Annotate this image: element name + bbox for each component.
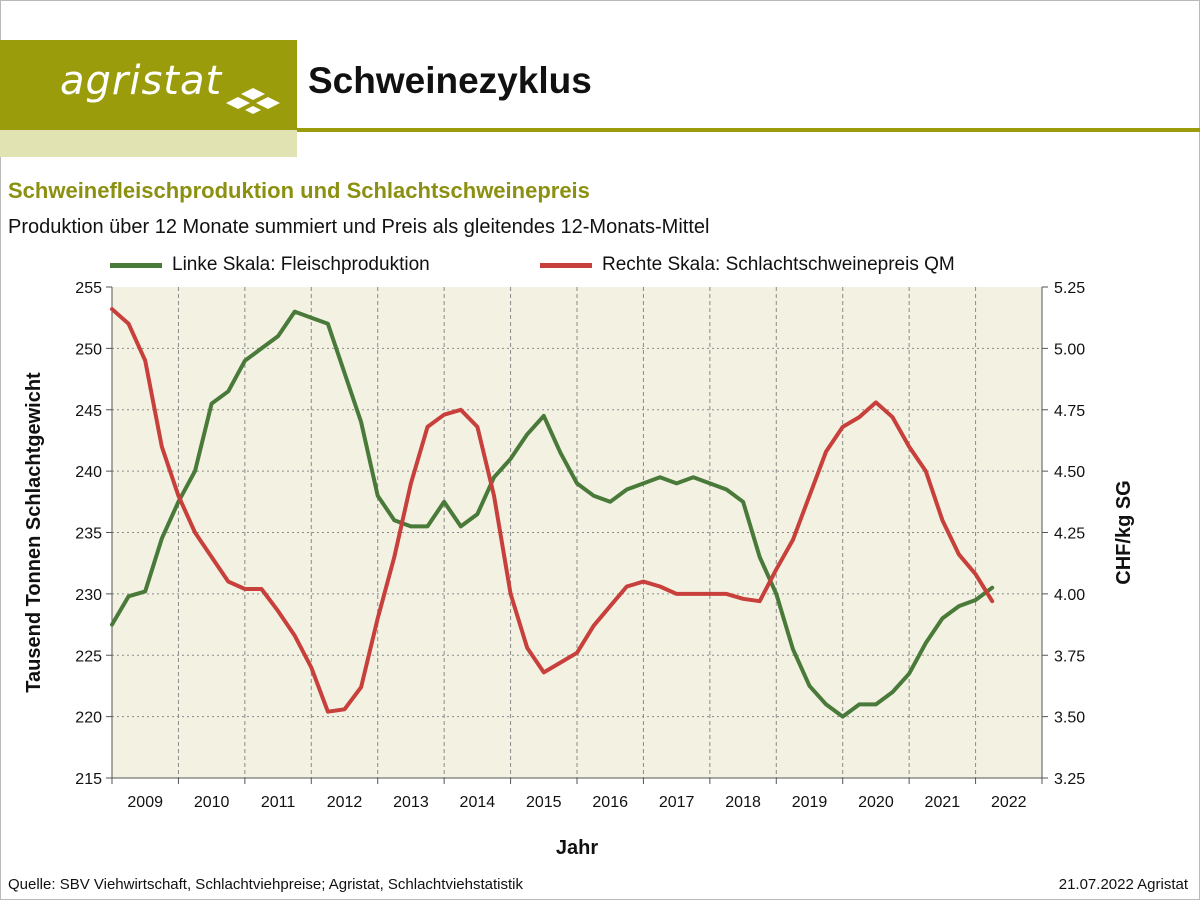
x-tick-label: 2016 xyxy=(592,794,628,811)
source-note: Quelle: SBV Viehwirtschaft, Schlachtvieh… xyxy=(8,876,523,893)
diamond-logo-icon xyxy=(226,88,280,114)
series-line-price xyxy=(110,307,995,714)
legend-swatch-production xyxy=(110,262,162,268)
x-tick-label: 2015 xyxy=(526,794,562,811)
x-tick-label: 2022 xyxy=(991,794,1027,811)
y-tick-label: 250 xyxy=(75,341,102,358)
legend-item-price: Rechte Skala: Schlachtschweinepreis QM xyxy=(540,254,955,276)
y-tick-label: 215 xyxy=(75,771,102,788)
x-tick-label: 2012 xyxy=(327,794,363,811)
x-tick-label: 2011 xyxy=(261,794,296,811)
y2-tick-label: 4.00 xyxy=(1054,587,1085,604)
y-tick-label: 240 xyxy=(75,464,102,481)
y2-axis-title: CHF/kg SG xyxy=(1113,480,1135,584)
series-lines xyxy=(110,307,995,719)
x-tick-label: 2019 xyxy=(792,794,828,811)
x-tick-label: 2013 xyxy=(393,794,429,811)
y2-tick-label: 5.00 xyxy=(1054,341,1085,358)
y-tick-label: 255 xyxy=(75,280,102,297)
date-note: 21.07.2022 Agristat xyxy=(1058,876,1188,893)
tick-labels: 215 220 225 230 235 240 245 250 255 3.25 3.50 3.75 4… xyxy=(75,280,1085,811)
legend-label-production: Linke Skala: Fleischproduktion xyxy=(172,254,430,275)
y2-tick-label: 4.75 xyxy=(1054,403,1085,420)
chart-title: Schweinefleischproduktion und Schlachtsc… xyxy=(8,178,590,203)
axes xyxy=(106,286,1048,784)
y-tick-label: 230 xyxy=(75,587,102,604)
y2-tick-label: 5.25 xyxy=(1054,280,1085,297)
y-axis-title: Tausend Tonnen Schlachtgewicht xyxy=(23,372,45,693)
y2-tick-label: 3.75 xyxy=(1054,648,1085,665)
y-tick-label: 225 xyxy=(75,648,102,665)
x-tick-label: 2021 xyxy=(925,794,961,811)
y2-tick-label: 4.25 xyxy=(1054,526,1085,543)
x-tick-label: 2017 xyxy=(659,794,695,811)
x-tick-label: 2020 xyxy=(858,794,894,811)
y-tick-label: 235 xyxy=(75,526,102,543)
y2-tick-label: 3.50 xyxy=(1054,710,1085,727)
legend-item-production: Linke Skala: Fleischproduktion xyxy=(110,254,430,276)
y-tick-label: 245 xyxy=(75,403,102,420)
logo-strip xyxy=(0,130,297,157)
x-tick-label: 2018 xyxy=(725,794,761,811)
legend-swatch-price xyxy=(540,262,592,268)
header-rule xyxy=(297,128,1200,132)
page-title: Schweinezyklus xyxy=(308,60,592,101)
x-tick-label: 2010 xyxy=(194,794,230,811)
series-line-production xyxy=(110,309,995,719)
x-tick-label: 2009 xyxy=(127,794,163,811)
y-tick-label: 220 xyxy=(75,710,102,727)
logo-wordmark: agristat xyxy=(60,58,223,104)
chart-subtitle: Produktion über 12 Monate summiert und P… xyxy=(8,216,710,238)
x-axis-title: Jahr xyxy=(556,837,598,859)
logo-box xyxy=(0,40,297,130)
y2-tick-label: 3.25 xyxy=(1054,771,1085,788)
y2-tick-label: 4.50 xyxy=(1054,464,1085,481)
legend-label-price: Rechte Skala: Schlachtschweinepreis QM xyxy=(602,254,955,275)
x-tick-label: 2014 xyxy=(460,794,496,811)
